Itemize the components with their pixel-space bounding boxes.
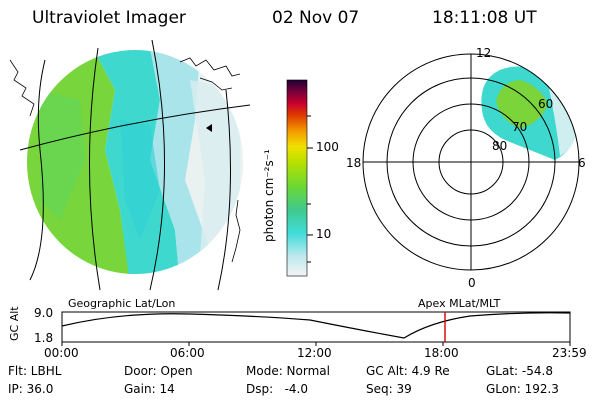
time-tick-2359: 23:59 [552,346,587,360]
mlat-label-60: 60 [538,97,554,111]
altitude-ytick-high: 9.0 [34,306,54,320]
status-gc-alt: GC Alt: 4.9 Re [366,364,450,378]
time-tick-1800: 18:00 [424,346,459,360]
status-glon: GLon: 192.3 [486,382,559,396]
altitude-plot [61,311,571,346]
status-door: Door: Open [124,364,193,378]
colorbar-tick-10: 10 [316,227,332,241]
colorbar-unit-label: photon cm⁻²s⁻¹ [262,149,276,242]
mlt-label-6: 6 [578,156,586,170]
instrument-title: Ultraviolet Imager [32,8,186,28]
time-tick-0000: 00:00 [44,346,79,360]
colorbar-tick-100: 100 [316,140,339,154]
time-label: 18:11:08 UT [432,8,537,28]
geographic-image [9,39,251,291]
projection-label-right: Apex MLat/MLT [418,297,501,310]
projection-label-left: Geographic Lat/Lon [68,297,176,310]
polar-plot [362,53,580,271]
status-ip: IP: 36.0 [8,382,54,396]
colorbar [286,79,313,277]
time-tick-0600: 06:00 [170,346,205,360]
status-gain: Gain: 14 [124,382,175,396]
status-mode: Mode: Normal [246,364,330,378]
mlat-label-70: 70 [512,120,528,134]
mlat-label-80: 80 [492,139,508,153]
altitude-ylabel: GC Alt [8,306,21,341]
status-glat: GLat: -54.8 [486,364,553,378]
status-seq: Seq: 39 [366,382,412,396]
status-dsp: Dsp: -4.0 [246,382,309,396]
mlt-label-12: 12 [476,46,492,60]
status-filter: Flt: LBHL [8,364,62,378]
time-tick-1200: 12:00 [297,346,332,360]
date-label: 02 Nov 07 [272,8,360,28]
mlt-label-0: 0 [468,276,476,290]
altitude-ytick-low: 1.8 [34,331,54,345]
mlt-label-18: 18 [346,156,362,170]
